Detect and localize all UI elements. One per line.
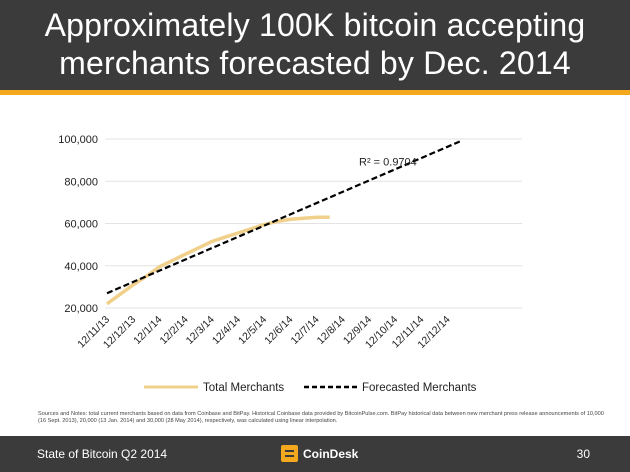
y-tick-label: 40,000 bbox=[64, 261, 98, 273]
slide-title: Approximately 100K bitcoin accepting mer… bbox=[0, 0, 630, 82]
r-squared-annotation: R² = 0.9704 bbox=[359, 156, 417, 168]
coindesk-logo-icon bbox=[281, 445, 298, 462]
legend-total-merchants-label: Total Merchants bbox=[203, 382, 284, 394]
footer-report-title: State of Bitcoin Q2 2014 bbox=[37, 447, 168, 461]
slide-title-line-1: Approximately 100K bitcoin accepting bbox=[44, 7, 586, 43]
total-merchants-series-line bbox=[105, 215, 330, 306]
y-tick-label: 60,000 bbox=[64, 219, 98, 231]
y-tick-label: 100,000 bbox=[58, 134, 98, 146]
footer-brand-label: CoinDesk bbox=[303, 446, 359, 461]
y-tick-label: 80,000 bbox=[64, 176, 98, 188]
page-number: 30 bbox=[576, 447, 590, 461]
slide-title-line-2: merchants forecasted by Dec. 2014 bbox=[59, 45, 571, 81]
accent-bar bbox=[0, 90, 630, 95]
footer-brand: CoinDesk bbox=[281, 445, 358, 462]
y-axis: 20,000 40,000 60,000 80,000 100,000 bbox=[58, 134, 98, 315]
slide-footer: State of Bitcoin Q2 2014 CoinDesk 30 bbox=[0, 436, 630, 472]
chart-series bbox=[105, 140, 462, 306]
x-axis: 12/11/1312/12/1312/1/1412/2/1412/3/1412/… bbox=[75, 314, 453, 352]
forecast-series-line bbox=[106, 140, 462, 295]
merchants-chart: 20,000 40,000 60,000 80,000 100,000 12/11/13… bbox=[58, 134, 522, 394]
chart-legend: Total Merchants Forecasted Merchants bbox=[144, 382, 477, 394]
sources-notes: Sources and Notes: total current merchan… bbox=[38, 411, 604, 424]
y-tick-label: 20,000 bbox=[64, 303, 98, 315]
chart-grid bbox=[105, 138, 522, 309]
legend-forecast-label: Forecasted Merchants bbox=[362, 382, 477, 394]
slide-header: Approximately 100K bitcoin accepting mer… bbox=[0, 0, 630, 90]
